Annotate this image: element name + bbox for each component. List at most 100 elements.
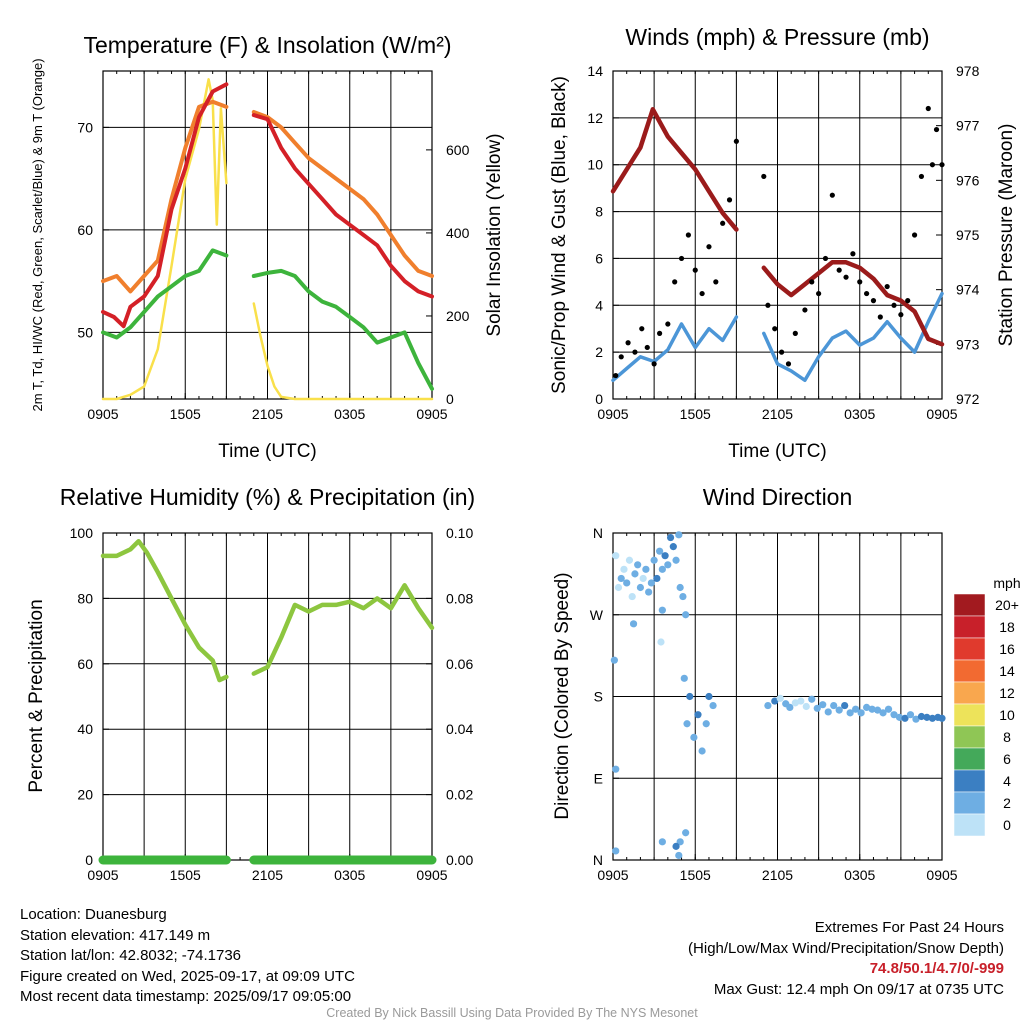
extremes-subtitle: (High/Low/Max Wind/Precipitation/Snow De… [688, 939, 1004, 957]
x-tick-label: 0305 [844, 867, 875, 883]
x-tick-label: 2105 [252, 867, 283, 883]
gust-point [843, 274, 849, 280]
x-tick-label: 0905 [87, 867, 118, 883]
y-tick-label: W [590, 607, 604, 623]
series-line-1 [100, 538, 435, 683]
gust-point [765, 302, 771, 308]
direction-point [912, 715, 920, 723]
y-right-tick-label: 972 [956, 391, 980, 407]
gust-point [822, 255, 829, 262]
station-info: Location: Duanesburg Station elevation: … [20, 905, 355, 1008]
colorbar-swatch [953, 659, 986, 683]
gust-point [802, 307, 808, 313]
direction-point [863, 703, 871, 712]
direction-point [623, 579, 631, 587]
direction-point [676, 583, 684, 592]
gust-point [706, 244, 712, 250]
gust-point [877, 314, 883, 320]
direction-point [636, 583, 645, 592]
direction-point [653, 574, 661, 583]
y-tick-label: 14 [587, 63, 603, 79]
figure-created: Figure created on Wed, 2025-09-17, at 09… [20, 967, 355, 985]
x-tick-label: 0905 [926, 867, 957, 883]
y-right-tick-label: 975 [956, 227, 980, 243]
colorbar-label: 20+ [995, 597, 1019, 613]
x-tick-label: 0905 [87, 406, 118, 422]
x-tick-label: 2105 [762, 406, 793, 422]
colorbar-label: 14 [999, 663, 1015, 679]
y-tick-label: 6 [595, 250, 603, 266]
direction-point [612, 765, 620, 773]
direction-point [614, 583, 623, 592]
gust-point [809, 279, 815, 285]
direction-point [884, 705, 893, 713]
x-tick-label: 0905 [416, 867, 447, 883]
panel-1: 0905 1505 2105 0305 0905 50 60 70 0 200 400 600 Temp… [30, 32, 505, 462]
colorbar-swatch [953, 791, 986, 815]
gust-point [692, 267, 698, 273]
x-tick-label: 1505 [680, 406, 711, 422]
colorbar-label: 0 [1003, 817, 1011, 833]
gust-point [672, 279, 678, 285]
y-tick-label: 80 [77, 590, 93, 606]
direction-point [873, 706, 882, 714]
y-axis-label-left: Percent & Precipitation [26, 599, 47, 792]
direction-point [679, 592, 687, 601]
direction-point [808, 695, 816, 703]
gust-point [864, 290, 870, 297]
direction-point [628, 592, 636, 601]
direction-point [709, 701, 717, 710]
gust-point [726, 197, 733, 203]
x-tick-label: 0905 [597, 406, 628, 422]
gust-point [665, 321, 671, 327]
direction-point [690, 733, 698, 741]
colorbar-label: 8 [1003, 729, 1011, 745]
y-tick-label: 100 [70, 525, 94, 541]
y-right-tick-label: 200 [446, 308, 470, 324]
y-right-tick-label: 0.06 [446, 656, 473, 672]
gust-point [644, 344, 650, 351]
series-line-1 [611, 291, 944, 383]
colorbar-swatch [953, 703, 986, 727]
direction-point [824, 708, 832, 716]
direction-point [764, 701, 772, 710]
extremes-panel: Extremes For Past 24 Hours (High/Low/Max… [688, 918, 1004, 1000]
gust-point [836, 267, 842, 273]
x-tick-label: 1505 [170, 406, 201, 422]
direction-point [928, 714, 937, 722]
colorbar-unit: mph [993, 575, 1020, 591]
direction-point [683, 720, 691, 728]
gust-point [678, 255, 685, 262]
direction-point [631, 570, 639, 578]
y-tick-label: 0 [85, 852, 93, 868]
direction-point [629, 620, 638, 628]
gust-point [905, 298, 911, 304]
x-tick-label: 0905 [926, 406, 957, 422]
direction-point [786, 703, 794, 712]
gust-point [685, 232, 691, 238]
plot-frame [612, 70, 943, 400]
direction-point [923, 713, 931, 721]
colorbar-label: 6 [1003, 751, 1011, 767]
direction-point [661, 552, 669, 560]
x-tick-label: 0905 [597, 867, 628, 883]
x-tick-label: 2105 [762, 867, 793, 883]
station-elevation: Station elevation: 417.149 m [20, 926, 211, 944]
y-tick-label: 40 [77, 721, 93, 737]
x-tick-label: 2105 [252, 406, 283, 422]
credit-line: Created By Nick Bassill Using Data Provi… [326, 1006, 698, 1020]
x-tick-label: 1505 [680, 867, 711, 883]
direction-point [702, 720, 710, 728]
gust-point [929, 162, 936, 168]
x-tick-label: 0305 [334, 867, 365, 883]
y-right-tick-label: 976 [956, 172, 980, 188]
y-right-tick-label: 0.08 [446, 590, 473, 606]
colorbar-swatch [953, 725, 986, 749]
gust-point [699, 290, 705, 297]
direction-point [895, 713, 904, 721]
y-right-tick-label: 0.10 [446, 525, 473, 541]
y-tick-label: 60 [77, 222, 93, 238]
direction-point [634, 561, 642, 569]
